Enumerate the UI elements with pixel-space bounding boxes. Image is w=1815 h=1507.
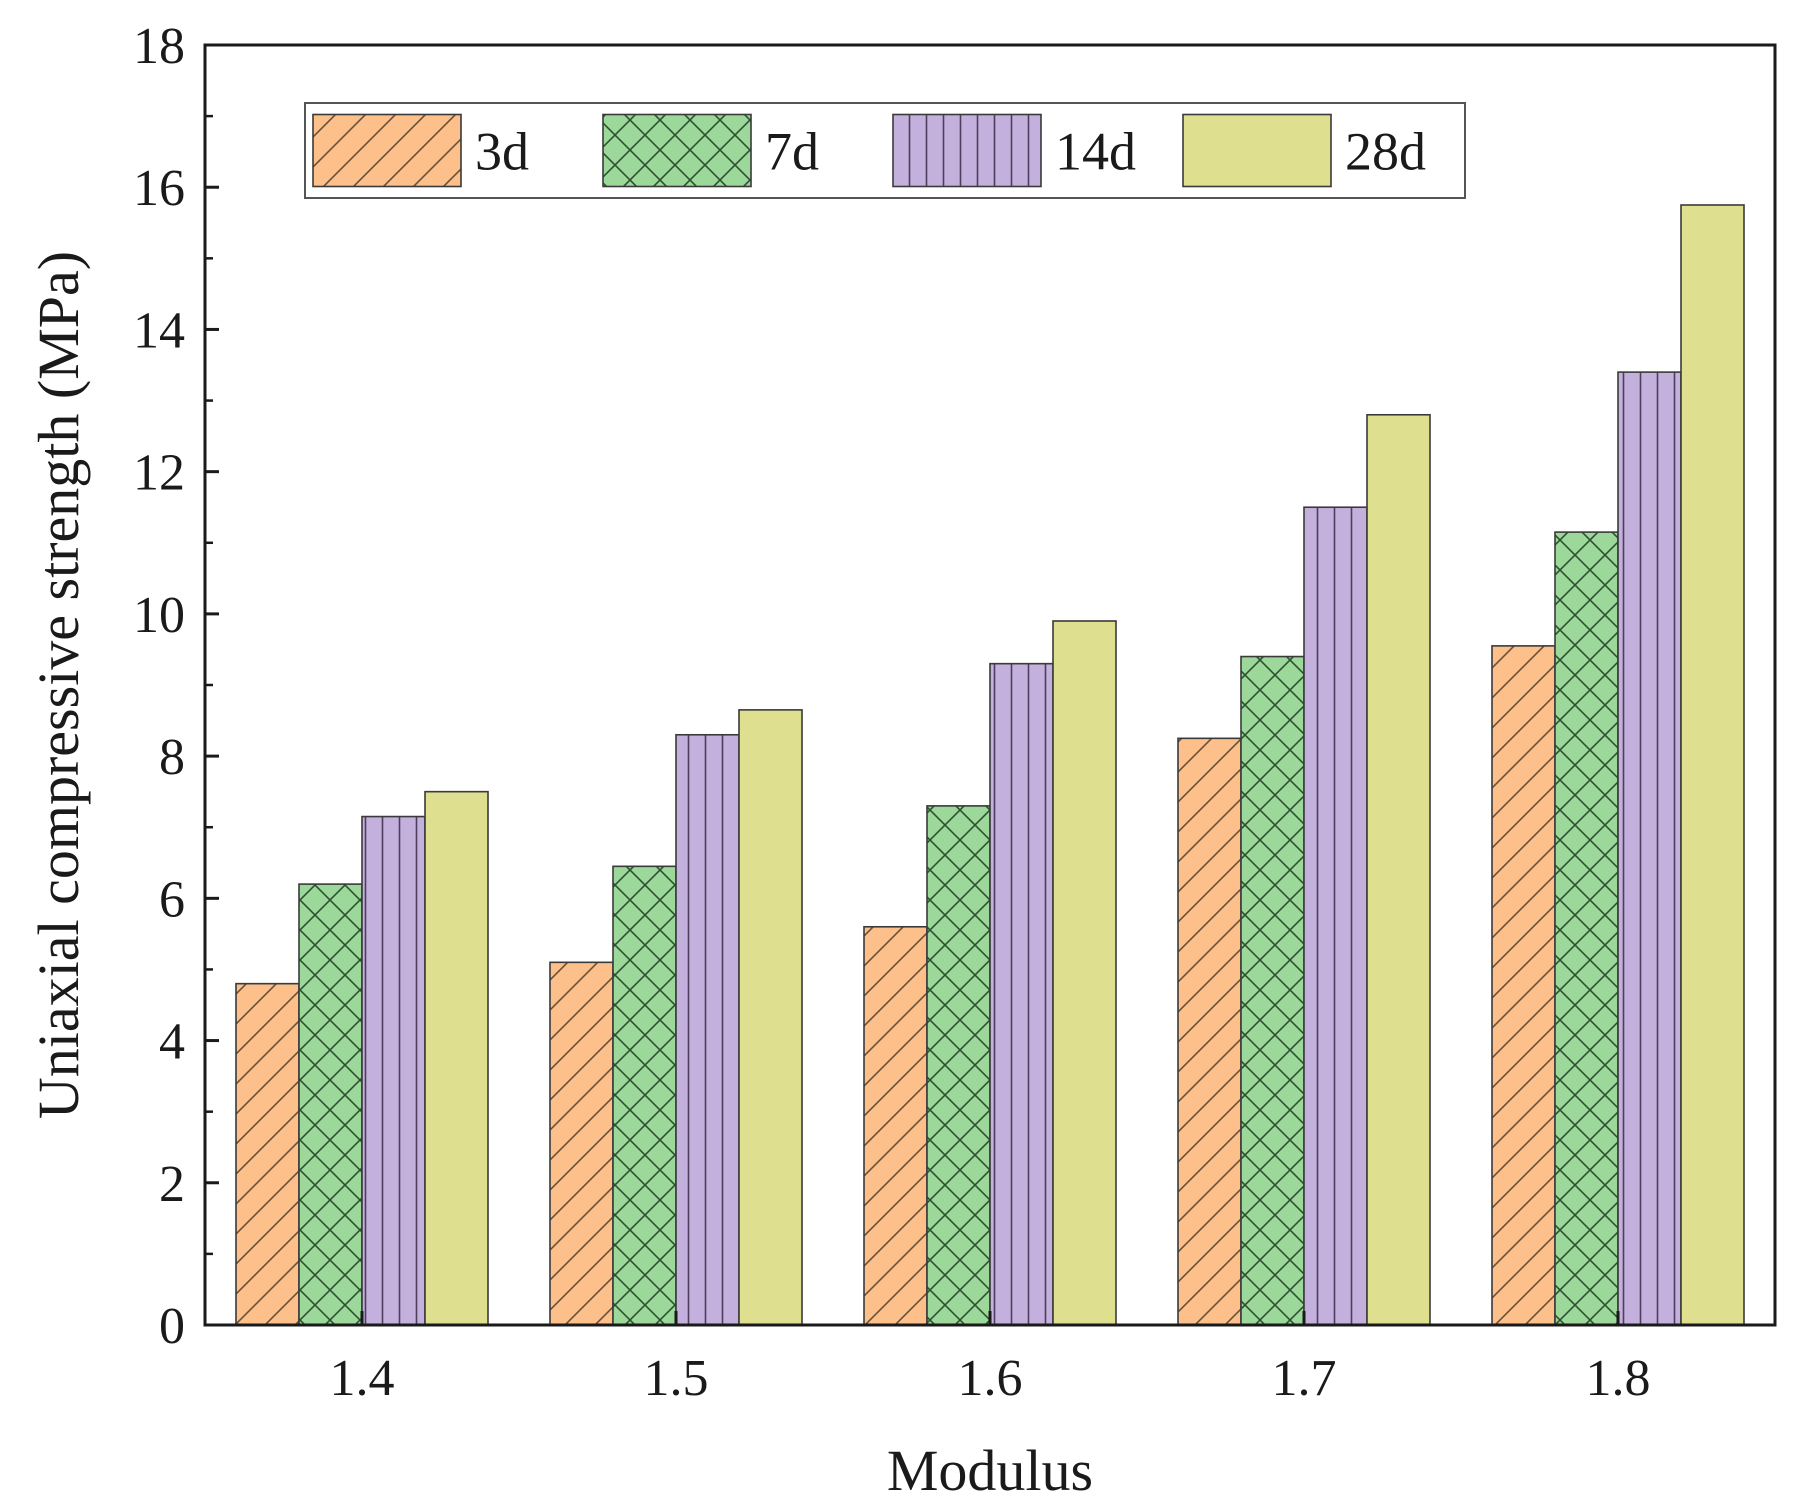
bar-7d-1.6 (926, 805, 991, 1326)
bar-7d-1.7 (1240, 655, 1305, 1326)
y-tick-label: 10 (133, 587, 185, 644)
legend-label-7d: 7d (765, 122, 819, 182)
bar-3d-1.8 (1491, 645, 1556, 1326)
y-tick-label: 4 (159, 1014, 185, 1071)
bar-14d-1.6 (989, 662, 1054, 1326)
y-axis-title: Uniaxial compressive strength (MPa) (26, 251, 91, 1119)
bar-3d-1.4 (235, 982, 300, 1326)
x-tick-label: 1.6 (958, 1350, 1023, 1407)
legend-swatch-28d (1182, 113, 1332, 188)
axes-layer: 0 2 4 6 8 10 12 14 16 18 1.4 1.5 1.6 1.7 1.8 Modulus Uni… (26, 18, 1777, 1503)
bar-3d-1.6 (863, 925, 928, 1326)
y-tick-label: 2 (159, 1156, 185, 1213)
x-tick-label: 1.7 (1272, 1350, 1337, 1407)
bar-28d-1.6 (1052, 620, 1117, 1326)
legend-swatch-3d (312, 113, 462, 188)
bar-14d-1.8 (1617, 371, 1682, 1326)
bar-28d-1.4 (424, 790, 489, 1326)
bar-14d-1.4 (361, 815, 426, 1326)
legend-swatch-7d (602, 113, 752, 188)
x-tick-label: 1.5 (644, 1350, 709, 1407)
legend-label-3d: 3d (475, 122, 529, 182)
legend-swatch-14d (892, 113, 1042, 188)
x-tick-label: 1.4 (330, 1350, 395, 1407)
bar-3d-1.7 (1177, 737, 1242, 1326)
y-tick-label: 14 (133, 302, 185, 359)
y-tick-label: 6 (159, 871, 185, 928)
legend-label-28d: 28d (1345, 122, 1426, 182)
y-tick-label: 8 (159, 729, 185, 786)
bar-7d-1.4 (298, 883, 363, 1326)
y-tick-label: 0 (159, 1298, 185, 1355)
legend-label-14d: 14d (1055, 122, 1136, 182)
bar-28d-1.5 (738, 709, 803, 1326)
y-tick-label: 16 (133, 160, 185, 217)
bar-3d-1.5 (549, 961, 614, 1326)
legend: 3d 7d 14d 28d (304, 102, 1466, 199)
x-axis-title: Modulus (887, 1438, 1093, 1503)
bar-28d-1.8 (1680, 204, 1745, 1326)
bar-14d-1.5 (675, 733, 740, 1326)
bar-7d-1.8 (1554, 531, 1619, 1326)
x-tick-label: 1.8 (1586, 1350, 1651, 1407)
bar-28d-1.7 (1366, 413, 1431, 1326)
y-tick-label: 12 (133, 445, 185, 502)
y-tick-label: 18 (133, 18, 185, 75)
bar-7d-1.5 (612, 865, 677, 1326)
bar-14d-1.7 (1303, 506, 1368, 1326)
bars-layer (235, 204, 1745, 1326)
